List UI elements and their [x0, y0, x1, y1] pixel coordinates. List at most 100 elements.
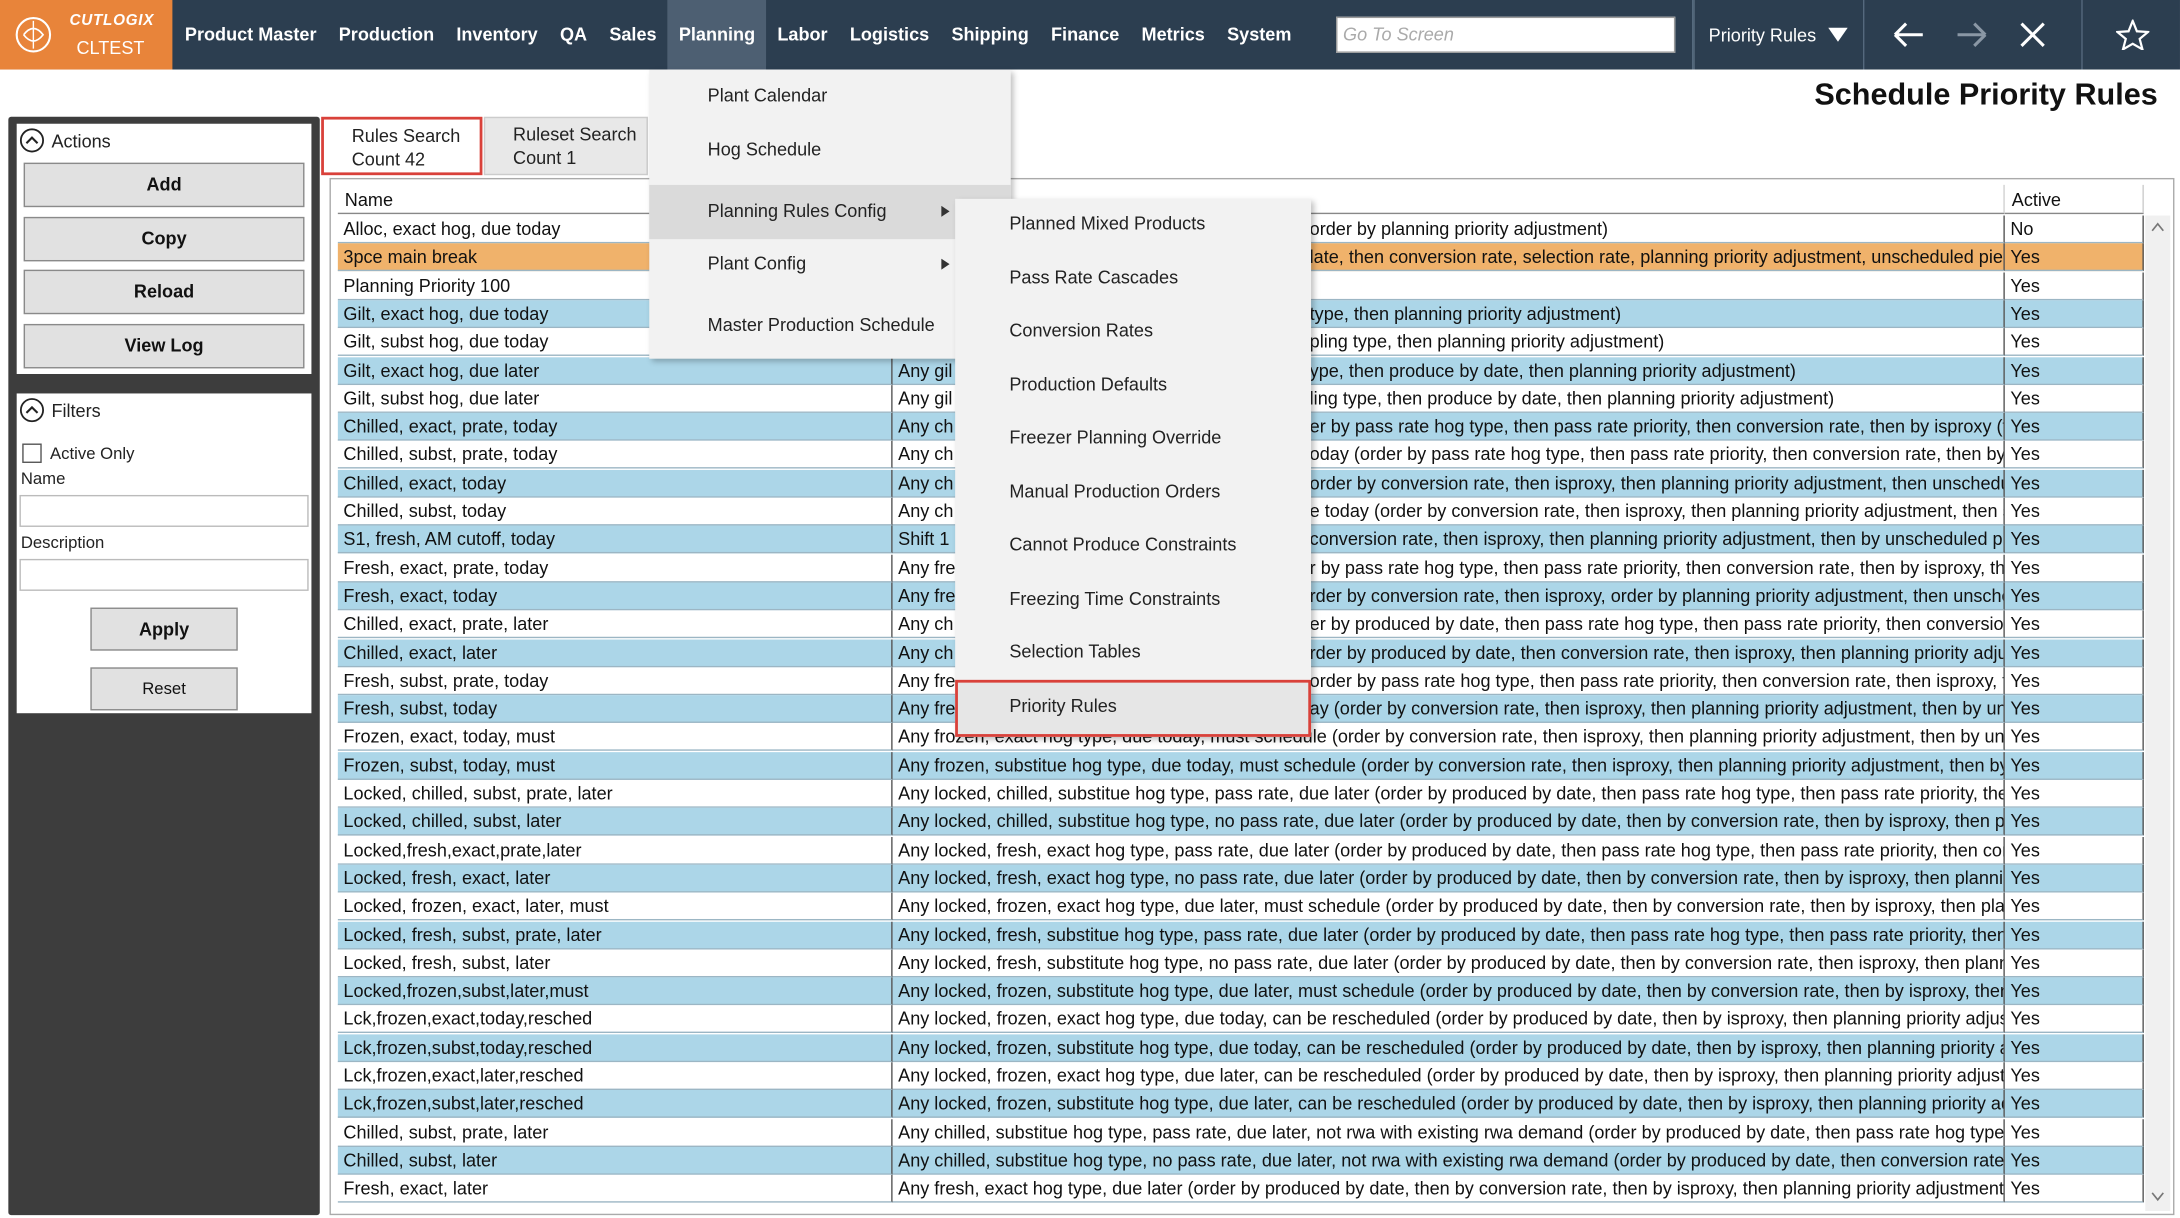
grid-row[interactable]: Lck,frozen,exact,later,resched Any locked… — [337, 1062, 2144, 1090]
menu-item[interactable]: Finance — [1051, 23, 1120, 45]
apply-button[interactable]: Apply — [90, 607, 238, 651]
page-title: Schedule Priority Rules — [1814, 76, 2158, 112]
description-text: Any gil — [898, 359, 953, 381]
menu-item[interactable]: QA — [559, 23, 588, 45]
name-cell: Locked, chilled, subst, later — [337, 808, 893, 836]
description-text: Any fre — [898, 669, 956, 691]
menu-option[interactable]: Freezer Planning Override — [1009, 426, 1222, 448]
grid-row[interactable]: Chilled, subst, later Any chilled, substi… — [337, 1146, 2144, 1175]
grid-row[interactable]: Chilled, subst, prate, later Any chilled,… — [337, 1118, 2144, 1147]
collapse-icon[interactable] — [19, 128, 45, 153]
checkbox[interactable] — [22, 443, 42, 463]
description-text: Any locked, frozen, substitute hog type,… — [898, 980, 2005, 1002]
description-cell: Any locked, chilled, substitue hog type,… — [892, 779, 2005, 808]
description-text: Any locked, chilled, substitue hog type,… — [898, 810, 2005, 832]
reset-button[interactable]: Reset — [90, 667, 238, 711]
menu-option[interactable]: Selection Tables — [1009, 640, 1141, 662]
scroll-up[interactable] — [2151, 221, 2165, 232]
menu-option[interactable]: Master Production Schedule — [707, 314, 935, 336]
menu-item[interactable]: Metrics — [1141, 23, 1205, 45]
menu-option[interactable]: Plant Calendar — [707, 84, 828, 106]
description-cell: Any locked, frozen, exact hog type, due … — [892, 1062, 2005, 1090]
name-cell: Fresh, subst, prate, today — [337, 667, 893, 695]
grid-row[interactable]: Fresh, exact, later Any fresh, exact hog … — [337, 1175, 2144, 1203]
collapse-icon[interactable] — [19, 398, 45, 423]
grid-row[interactable]: Lck,frozen,subst,today,resched Any locked… — [337, 1033, 2144, 1062]
active-cell: Yes — [2004, 808, 2144, 836]
action-button[interactable]: View Log — [23, 323, 305, 368]
menu-option[interactable]: Plant Config — [707, 253, 807, 274]
menu-item[interactable]: Product Master — [184, 23, 317, 45]
description-input[interactable] — [19, 558, 309, 591]
tab[interactable]: Ruleset Search Count 1 — [483, 116, 648, 176]
menu-option[interactable]: Planning Rules Config — [707, 200, 887, 222]
description-text: order by conversion rate, then isproxy, … — [1309, 472, 2005, 494]
menu-option[interactable]: Cannot Produce Constraints — [1009, 533, 1237, 555]
grid-row[interactable]: Lck,frozen,subst,later,resched Any locked… — [337, 1090, 2144, 1119]
menu-item[interactable]: Labor — [777, 23, 828, 45]
description-cell: Any locked, fresh, exact hog type, no pa… — [892, 864, 2005, 893]
action-button[interactable]: Add — [23, 162, 305, 208]
menu-option[interactable]: Conversion Rates — [1009, 319, 1154, 341]
menu-item[interactable]: Production — [338, 23, 435, 45]
grid-row[interactable]: Locked, fresh, subst, later Any locked, f… — [337, 949, 2144, 978]
search-input[interactable]: Go To Screen — [1336, 16, 1676, 53]
screen-selector[interactable]: Priority Rules — [1693, 0, 1863, 70]
menu-option[interactable]: Production Defaults — [1009, 373, 1168, 395]
grid-row[interactable]: Frozen, subst, today, must Any frozen, su… — [337, 751, 2144, 780]
menu-option[interactable]: Planned Mixed Products — [1009, 212, 1206, 234]
menu-item[interactable]: Inventory — [456, 23, 538, 45]
column-header[interactable]: Active — [2004, 184, 2144, 215]
menu-option[interactable]: Pass Rate Cascades — [1009, 266, 1179, 288]
description-cell: Any locked, frozen, substitute hog type,… — [892, 1090, 2005, 1119]
menu-item[interactable]: Logistics — [849, 23, 930, 45]
action-button[interactable]: Reload — [23, 269, 305, 315]
active-cell: Yes — [2004, 1062, 2144, 1090]
grid-row[interactable]: Locked, frozen, exact, later, must Any lo… — [337, 892, 2144, 921]
grid-row[interactable]: Locked,frozen,subst,later,must Any locked… — [337, 977, 2144, 1006]
name-cell: Chilled, exact, today — [337, 469, 893, 498]
description-text: type, then planning priority adjustment) — [1309, 302, 1622, 324]
description-cell: Any ch oday (order by pass rate hog type,… — [892, 441, 2005, 470]
back-button[interactable] — [1891, 19, 1927, 50]
name-cell: Lck,frozen,subst,today,resched — [337, 1033, 893, 1062]
grid-row[interactable]: Locked, chilled, subst, later Any locked,… — [337, 808, 2144, 836]
description-cell: Any ch er by produced by date, then pass … — [892, 610, 2005, 639]
description-text: Any ch — [898, 500, 954, 522]
grid-row[interactable]: Lck,frozen,exact,today,resched Any locked… — [337, 1005, 2144, 1034]
grid-row[interactable]: Locked,fresh,exact,prate,later Any locked… — [337, 836, 2144, 865]
menu-item[interactable]: Sales — [609, 23, 657, 45]
active-cell: Yes — [2004, 695, 2144, 724]
description-text: Any locked, frozen, substitute hog type,… — [898, 1093, 2005, 1115]
filters-panel: Filters Active Only Name Description App… — [16, 393, 312, 714]
close-button[interactable] — [2019, 21, 2047, 49]
actions-panel: Actions Add Copy Reload View Log — [16, 123, 312, 374]
scrollbar[interactable] — [2145, 215, 2171, 1211]
menu-option[interactable]: Manual Production Orders — [1009, 480, 1221, 502]
menu-item[interactable]: Shipping — [951, 23, 1029, 45]
tab[interactable]: Rules Search Count 42 — [321, 116, 483, 176]
menu-item[interactable]: System — [1227, 23, 1292, 45]
description-text: Any gil — [898, 387, 953, 409]
grid-row[interactable]: Locked, fresh, exact, later Any locked, f… — [337, 864, 2144, 893]
separator — [1691, 0, 1694, 70]
description-cell: Any fre ay (order by conversion rate, the… — [892, 695, 2005, 724]
menu-option[interactable]: Freezing Time Constraints — [1009, 587, 1221, 609]
menu-option[interactable]: Priority Rules — [1009, 694, 1117, 716]
name-input[interactable] — [19, 494, 309, 527]
logo[interactable]: CUTLOGIX CLTEST — [0, 0, 173, 70]
grid-row[interactable]: Locked, chilled, subst, prate, later Any … — [337, 779, 2144, 808]
tab-count: Count 1 — [513, 147, 577, 169]
scroll-down[interactable] — [2151, 1191, 2165, 1202]
grid-row[interactable]: Locked, fresh, subst, prate, later Any lo… — [337, 921, 2144, 949]
name-cell: Lck,frozen,exact,today,resched — [337, 1005, 893, 1034]
favorite-button[interactable] — [2116, 19, 2150, 51]
menu-option[interactable]: Hog Schedule — [707, 139, 822, 160]
menu-item[interactable]: Planning — [667, 0, 767, 70]
field-label: Name — [20, 468, 66, 488]
description-text: Any locked, fresh, substitute hog type, … — [898, 952, 2005, 973]
active-cell: Yes — [2004, 413, 2144, 441]
action-button[interactable]: Copy — [23, 216, 305, 261]
forward-button[interactable] — [1953, 19, 1989, 50]
